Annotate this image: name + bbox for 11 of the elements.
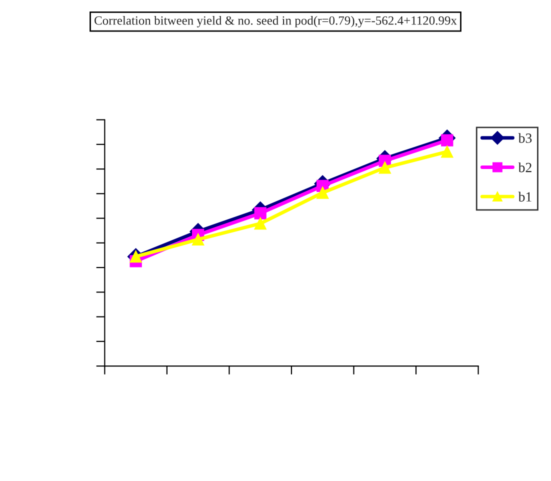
- point: [316, 186, 329, 199]
- point: [254, 207, 266, 220]
- chart-title: Correlation bitween yield & no. seed in pod(r=0.79),y=-562.4+1120.99x: [94, 16, 457, 28]
- point: [254, 217, 266, 230]
- legend-label: b3: [518, 133, 532, 143]
- legend-label: b1: [518, 192, 532, 202]
- point: [441, 134, 454, 146]
- point: [441, 146, 454, 158]
- point: [378, 162, 391, 174]
- point: [192, 233, 204, 246]
- legend-label: b2: [518, 162, 532, 172]
